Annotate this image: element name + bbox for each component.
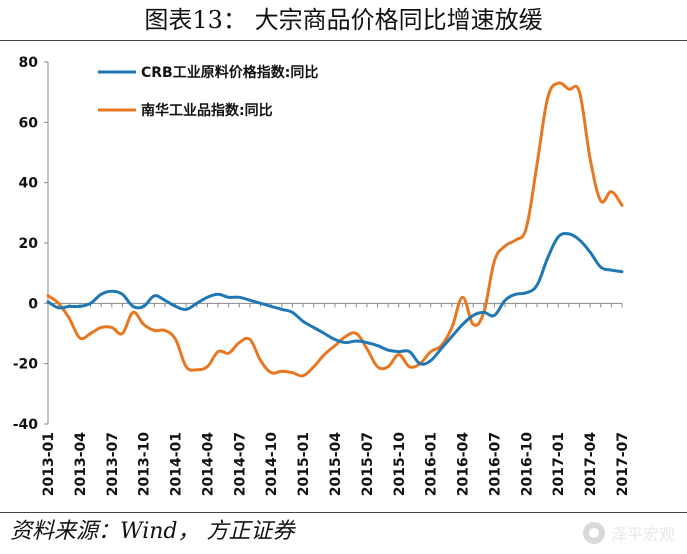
x-tick-label: 2014-10 [264, 432, 280, 497]
page-title: 图表13： 大宗商品价格同比增速放缓 [144, 6, 543, 34]
x-tick-label: 2017-04 [583, 432, 599, 497]
y-tick-label: -20 [13, 357, 39, 373]
y-tick-label: 80 [19, 55, 39, 71]
x-axis: 2013-01 2013-04 2013-07 2013-10 2014-01 2014-… [41, 302, 631, 497]
x-tick-label: 2016-04 [456, 432, 472, 497]
x-tick-label: 2015-04 [328, 432, 344, 497]
x-tick-label: 2013-01 [41, 432, 57, 496]
legend-label: CRB工业原料价格指数:同比 [141, 64, 318, 81]
x-tick-label: 2013-07 [105, 432, 121, 496]
x-tick-label: 2015-10 [392, 432, 408, 497]
x-tick-label: 2014-04 [200, 432, 216, 497]
x-tick-label: 2016-07 [487, 432, 503, 496]
x-tick-label: 2016-01 [424, 432, 440, 496]
series-line-crb [46, 232, 624, 366]
x-tick-label: 2017-01 [551, 432, 567, 496]
source-note: 资料来源：Wind， 方正证券 [10, 519, 295, 544]
y-tick-label: 20 [19, 236, 39, 252]
watermark: 泽平宏观 [582, 519, 675, 547]
series-layer [46, 81, 624, 378]
y-tick-label: -40 [13, 417, 39, 433]
x-tick-label: 2013-10 [137, 432, 153, 497]
x-tick-label: 2014-01 [169, 432, 185, 496]
y-tick-label: 60 [19, 115, 39, 131]
x-tick-label: 2017-07 [615, 432, 631, 496]
chart-container: 80 60 40 20 0 -20 -40 2013-01 2013-04 2013-07 201… [0, 42, 687, 512]
x-tick-label: 2015-01 [296, 432, 312, 496]
x-tick-label: 2016-10 [519, 432, 535, 497]
y-axis: 80 60 40 20 0 -20 -40 [13, 55, 49, 433]
x-tick-label: 2015-07 [360, 432, 376, 496]
series-line-nanhua [46, 81, 624, 378]
wechat-logo-icon [582, 522, 605, 544]
y-tick-label: 40 [19, 176, 39, 192]
x-tick-label: 2014-07 [232, 432, 248, 496]
watermark-text: 泽平宏观 [610, 525, 675, 544]
footer-divider [0, 512, 687, 513]
title-divider [0, 40, 687, 41]
x-tick-label: 2013-04 [73, 432, 89, 497]
legend-label: 南华工业品指数:同比 [141, 102, 273, 119]
y-tick-label: 0 [28, 296, 38, 312]
